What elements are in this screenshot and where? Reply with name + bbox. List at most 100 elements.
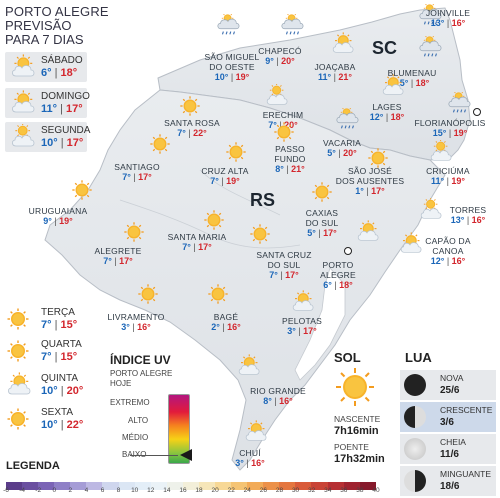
city-weather-icon — [122, 220, 146, 249]
city-name: SANTA MARIA — [167, 232, 227, 242]
day-weather-icon — [9, 90, 35, 116]
city-forecast: SANTA MARIA 7° | 17° — [157, 232, 237, 252]
sun-icon — [7, 308, 29, 330]
min-temp: 11° — [430, 176, 445, 186]
temp-separator: | — [129, 322, 138, 332]
city-weather-icon — [280, 12, 304, 43]
sun-icon — [150, 134, 170, 154]
max-temp: 16° — [471, 215, 486, 225]
city-forecast: BLUMENAU 15° | 18° — [372, 68, 452, 88]
max-temp: 21° — [291, 164, 305, 174]
city-name: PELOTAS — [282, 316, 322, 326]
partly-cloudy-icon — [400, 232, 422, 253]
min-temp: 10° — [41, 137, 58, 149]
temp-separator: | — [111, 256, 120, 266]
city-temperatures: 10° | 19° — [192, 72, 272, 82]
city-name: SANTIAGO — [114, 162, 160, 172]
city-temperatures: 15° | 18° — [372, 78, 452, 88]
temp-separator: | — [464, 215, 472, 225]
partly-cloudy-icon — [382, 74, 404, 95]
sun-icon — [368, 148, 388, 168]
state-label-rs: RS — [250, 190, 276, 210]
city-forecast: JOINVILLE 13° | 16° — [408, 8, 488, 28]
max-temp: 18° — [390, 112, 405, 122]
moon-phase-row: NOVA 25/6 — [400, 370, 496, 400]
city-temperatures: 11° | 19° — [408, 176, 488, 186]
city-name: SÃO MIGUEL — [204, 52, 260, 62]
city-name-line2: DOS AUSENTES — [335, 176, 405, 186]
min-temp: 3° — [287, 326, 296, 336]
legend-tick-label: 10 — [131, 487, 139, 494]
forecast-day-row: QUARTA 7° | 15° — [5, 338, 115, 366]
min-temp: 7° — [182, 242, 191, 252]
temp-separator: | — [130, 172, 139, 182]
legend-tick-label: -4 — [19, 487, 25, 494]
city-name: CAXIAS — [305, 208, 339, 218]
forecast-day-row: SEXTA 10° | 22° — [5, 406, 115, 434]
legend-tick-label: 12 — [147, 487, 155, 494]
max-temp: 19° — [59, 216, 73, 226]
moon-phase-row: CRESCENTE 3/6 — [400, 402, 496, 432]
max-temp: 16° — [227, 322, 241, 332]
day-temperatures: 10° | 22° — [41, 419, 83, 431]
temp-separator: | — [444, 256, 452, 266]
city-name: BAGÉ — [213, 312, 239, 322]
legend-title: LEGENDA — [6, 460, 60, 472]
city-name: LAGES — [372, 102, 402, 112]
legend-tick-label: 22 — [227, 487, 235, 494]
uv-subtitle-city: PORTO ALEGRE — [110, 369, 173, 378]
city-name: BLUMENAU — [387, 68, 437, 78]
legend-tick-label: 18 — [195, 487, 203, 494]
uv-level-baixo: BAIXO — [122, 450, 146, 459]
city-name: SÃO JOSÉ — [347, 166, 393, 176]
page-header: PORTO ALEGRE PREVISÃO PARA 7 DIAS — [5, 4, 125, 47]
city-name: CAPÃO DA — [425, 236, 471, 246]
city-name: JOINVILLE — [425, 8, 471, 18]
moon-phase-icon — [404, 374, 426, 396]
city-name: ERECHIM — [262, 110, 304, 120]
uv-level-extremo: EXTREMO — [110, 398, 150, 407]
legend-tick-label: 0 — [52, 487, 57, 494]
city-name: FLORIANÓPOLIS — [414, 118, 486, 128]
legend-tick-label: 16 — [179, 487, 187, 494]
temp-separator: | — [51, 216, 60, 226]
max-temp: 19° — [226, 176, 240, 186]
city-name: CHUÍ — [239, 448, 261, 458]
max-temp: 18° — [60, 67, 78, 79]
legend-tick-label: 36 — [340, 487, 348, 494]
min-temp: 15° — [432, 128, 447, 138]
city-weather-icon — [290, 290, 314, 319]
city-temperatures: 7° | 20° — [243, 120, 323, 130]
min-temp: 13° — [430, 18, 445, 28]
partly-cloudy-icon — [292, 290, 314, 311]
cloudy-icon — [266, 83, 288, 105]
uv-subtitle: PORTO ALEGRE HOJE — [110, 369, 172, 389]
city-forecast: LAGES 12° | 18° — [347, 102, 427, 122]
city-weather-icon — [70, 178, 94, 207]
day-name: QUINTA — [41, 373, 79, 384]
moon-phase-name: CHEIA — [440, 437, 466, 447]
moon-phase-name: NOVA — [440, 373, 464, 383]
city-forecast: CHAPECÓ 9° | 20° — [240, 46, 320, 66]
city-weather-icon — [335, 106, 359, 137]
min-temp: 7° — [269, 270, 278, 280]
city-weather-icon — [418, 2, 442, 33]
city-name: LIVRAMENTO — [107, 312, 165, 322]
min-temp: 7° — [210, 176, 219, 186]
uv-level-medio: MÉDIO — [122, 433, 149, 442]
max-temp: 20° — [66, 385, 84, 397]
min-temp: 12° — [430, 256, 445, 266]
moon-phase-icon — [404, 406, 426, 428]
min-temp: 12° — [369, 112, 384, 122]
city-forecast: CHUÍ 3° | 16° — [210, 448, 290, 468]
rain-icon — [419, 2, 442, 25]
temp-separator: | — [190, 242, 199, 252]
max-temp: 17° — [303, 326, 317, 336]
min-temp: 7° — [103, 256, 112, 266]
day-name: SEXTA — [41, 407, 74, 418]
temp-separator: | — [276, 120, 285, 130]
cloudy-icon — [430, 139, 452, 161]
legend-color-step — [134, 482, 151, 490]
min-temp: 2° — [211, 322, 220, 332]
